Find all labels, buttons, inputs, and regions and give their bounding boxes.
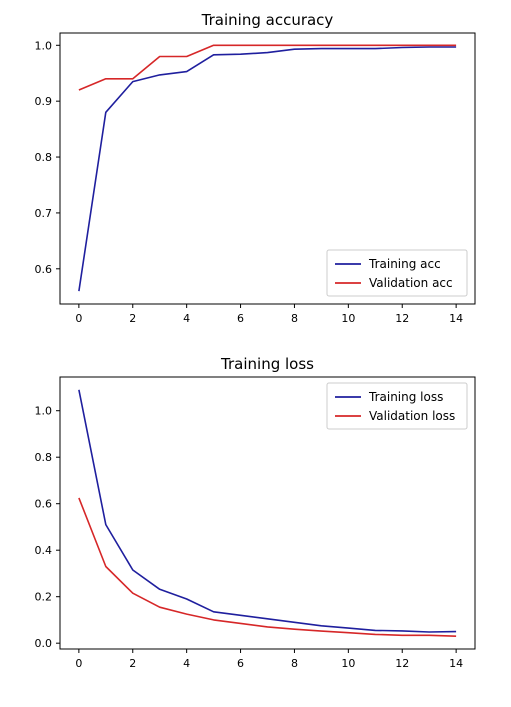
x-tick-label: 2: [129, 312, 136, 325]
y-tick-label: 0.2: [35, 591, 53, 604]
legend-label: Validation acc: [369, 276, 453, 290]
loss-chart: Training loss 0 2 4 6 8 10 12 14 0.0 0.2 0.4 0.6 0.8 1…: [35, 355, 476, 670]
x-tick-label: 0: [75, 312, 82, 325]
x-tick-label: 4: [183, 312, 190, 325]
plot-frame: [59, 32, 476, 305]
x-tick-label: 6: [237, 657, 244, 670]
y-tick-label: 0.8: [35, 451, 53, 464]
accuracy-chart: Training accuracy 0 2 4 6 8 10 12 14 0.6 0.7 0.8 0.9…: [35, 11, 476, 325]
y-tick-label: 1.0: [35, 405, 53, 418]
x-tick-label: 14: [449, 657, 463, 670]
y-tick-label: 0.6: [35, 263, 53, 276]
y-tick-label: 0.9: [35, 95, 53, 108]
legend-label: Validation loss: [369, 409, 455, 423]
legend: Training acc Validation acc: [326, 249, 468, 297]
chart-title: Training accuracy: [201, 11, 334, 29]
y-tick-label: 1.0: [35, 39, 53, 52]
legend-label: Training acc: [368, 257, 441, 271]
legend: Training loss Validation loss: [326, 382, 468, 430]
x-tick-label: 4: [183, 657, 190, 670]
x-tick-label: 12: [395, 312, 409, 325]
x-tick-label: 8: [291, 312, 298, 325]
chart-title: Training loss: [220, 355, 314, 373]
series-line-validation-acc: [78, 44, 457, 91]
legend-label: Training loss: [368, 390, 443, 404]
x-tick-label: 10: [341, 657, 355, 670]
x-tick-label: 2: [129, 657, 136, 670]
y-tick-label: 0.6: [35, 498, 53, 511]
legend-box: [326, 249, 468, 297]
x-tick-label: 8: [291, 657, 298, 670]
x-tick-label: 0: [75, 657, 82, 670]
series-line-validation-loss: [78, 497, 457, 637]
x-tick-label: 10: [341, 312, 355, 325]
x-tick-label: 14: [449, 312, 463, 325]
x-tick-label: 6: [237, 312, 244, 325]
legend-box: [326, 382, 468, 430]
y-tick-label: 0.0: [35, 637, 53, 650]
y-tick-label: 0.4: [35, 544, 53, 557]
y-tick-label: 0.7: [35, 207, 53, 220]
series-line-training-loss: [78, 389, 457, 633]
series-line-training-acc: [78, 46, 457, 292]
x-tick-label: 12: [395, 657, 409, 670]
y-tick-label: 0.8: [35, 151, 53, 164]
plot-frame: [59, 376, 476, 650]
